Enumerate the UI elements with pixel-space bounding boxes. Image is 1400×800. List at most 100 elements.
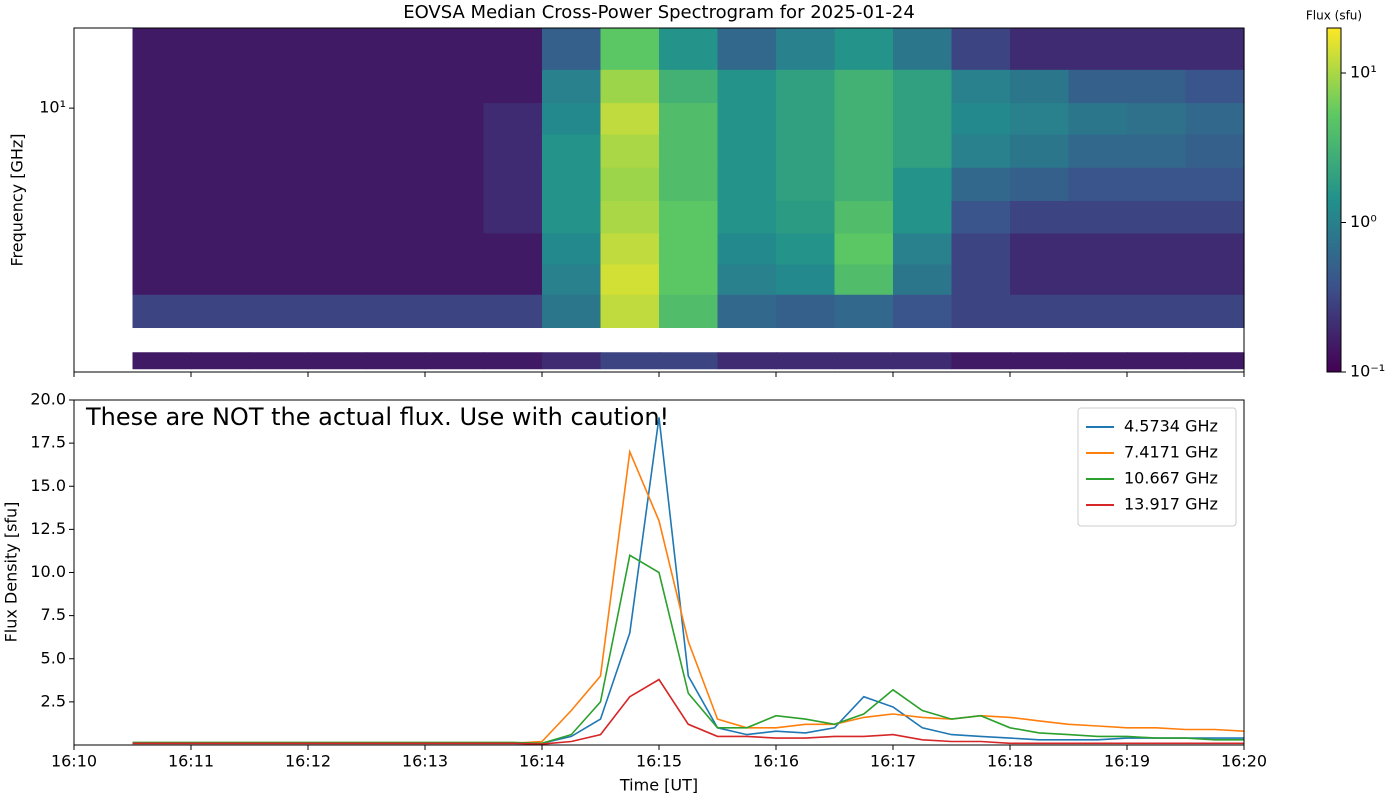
legend-box — [1077, 407, 1237, 527]
heatmap-cell — [1068, 102, 1128, 135]
legend-label: 4.5734 GHz — [1124, 417, 1218, 436]
heatmap-cell — [776, 263, 836, 295]
heatmap-cell — [542, 102, 602, 135]
heatmap-cell — [308, 200, 368, 234]
heatmap-cell — [659, 167, 719, 202]
heatmap-cell — [542, 28, 602, 70]
heatmap-cell — [366, 69, 426, 104]
heatmap-cell — [717, 167, 777, 202]
heatmap-cell — [776, 352, 836, 370]
heatmap-cell — [776, 102, 836, 135]
heatmap-cell — [425, 28, 485, 70]
y-axis-label: Frequency [GHz] — [8, 133, 27, 266]
legend-label: 13.917 GHz — [1124, 495, 1218, 514]
heatmap-cell — [366, 102, 426, 135]
heatmap-cell — [659, 28, 719, 70]
heatmap-cell — [425, 102, 485, 135]
y-axis-label: Flux Density [sfu] — [2, 502, 21, 643]
heatmap-cell — [717, 102, 777, 135]
x-tick-label: 16:20 — [1221, 752, 1267, 771]
y-tick-label: 5.0 — [41, 648, 66, 667]
heatmap-cell — [951, 69, 1011, 104]
heatmap-cell — [951, 167, 1011, 202]
heatmap-cell — [717, 200, 777, 234]
heatmap-cell — [1010, 352, 1070, 370]
heatmap-cell — [600, 294, 660, 329]
heatmap-cell — [600, 200, 660, 234]
heatmap-cell — [191, 232, 251, 265]
plot-area — [132, 417, 1244, 745]
heatmap-cell — [893, 352, 953, 370]
heatmap-cell — [249, 263, 309, 295]
heatmap-cell — [249, 200, 309, 234]
heatmap-cell — [951, 102, 1011, 135]
heatmap-cell — [191, 102, 251, 135]
heatmap-cell — [366, 294, 426, 329]
heatmap-cell — [776, 232, 836, 265]
heatmap-cell — [893, 69, 953, 104]
heatmap-cell — [483, 352, 543, 370]
heatmap-cell — [366, 200, 426, 234]
heatmap-cell — [249, 167, 309, 202]
flux-line — [132, 554, 1244, 745]
annotation: These are NOT the actual flux. Use with … — [85, 403, 669, 431]
heatmap-cell — [132, 167, 192, 202]
heatmap-cell — [308, 133, 368, 168]
heatmap-cell — [834, 28, 894, 70]
y-tick-label: 10¹ — [39, 98, 66, 117]
heatmap-cell — [249, 294, 309, 329]
y-tick-label: 12.5 — [30, 519, 66, 538]
y-tick-label: 10.0 — [30, 562, 66, 581]
heatmap-cell — [600, 263, 660, 295]
heatmap-cell — [951, 263, 1011, 295]
heatmap-cell — [542, 232, 602, 265]
flux-line — [132, 678, 1244, 745]
heatmap-cell — [1068, 69, 1128, 104]
heatmap-cell — [308, 28, 368, 70]
x-tick-label: 16:19 — [1104, 752, 1150, 771]
heatmap-cell — [542, 200, 602, 234]
heatmap-cell — [1127, 28, 1187, 70]
heatmap-cell — [659, 263, 719, 295]
heatmap-cell — [1010, 200, 1070, 234]
x-tick-label: 16:17 — [870, 752, 916, 771]
heatmap-cell — [834, 352, 894, 370]
heatmap-cell — [893, 263, 953, 295]
heatmap-cell — [191, 200, 251, 234]
heatmap-cell — [1127, 232, 1187, 265]
heatmap-cell — [951, 133, 1011, 168]
heatmap-cell — [717, 294, 777, 329]
heatmap-cell — [308, 102, 368, 135]
heatmap-cell — [834, 167, 894, 202]
heatmap-cell — [308, 352, 368, 370]
heatmap-cell — [1010, 28, 1070, 70]
heatmap-cell — [191, 263, 251, 295]
heatmap-cell — [1127, 102, 1187, 135]
heatmap-cell — [483, 28, 543, 70]
x-tick-label: 16:16 — [753, 752, 799, 771]
heatmap-cell — [1127, 167, 1187, 202]
x-tick-label: 16:14 — [519, 752, 565, 771]
heatmap-cell — [1010, 133, 1070, 168]
heatmap-cell — [483, 69, 543, 104]
heatmap-cell — [191, 133, 251, 168]
heatmap-cell — [1185, 294, 1245, 329]
x-tick-label: 16:11 — [168, 752, 214, 771]
colorbar — [1326, 27, 1342, 373]
heatmap-cell — [1127, 133, 1187, 168]
heatmap-cell — [132, 102, 192, 135]
heatmap-cell — [1010, 69, 1070, 104]
heatmap-cell — [483, 263, 543, 295]
heatmap-cell — [1010, 102, 1070, 135]
heatmap-cell — [1127, 263, 1187, 295]
heatmap-cell — [132, 200, 192, 234]
heatmap-cell — [366, 352, 426, 370]
heatmap-cell — [132, 352, 192, 370]
heatmap-cell — [717, 263, 777, 295]
heatmap-cell — [132, 294, 192, 329]
heatmap-cell — [1068, 167, 1128, 202]
heatmap-cell — [425, 69, 485, 104]
heatmap-cell — [542, 167, 602, 202]
heatmap-cell — [893, 28, 953, 70]
y-tick-label: 7.5 — [41, 605, 66, 624]
